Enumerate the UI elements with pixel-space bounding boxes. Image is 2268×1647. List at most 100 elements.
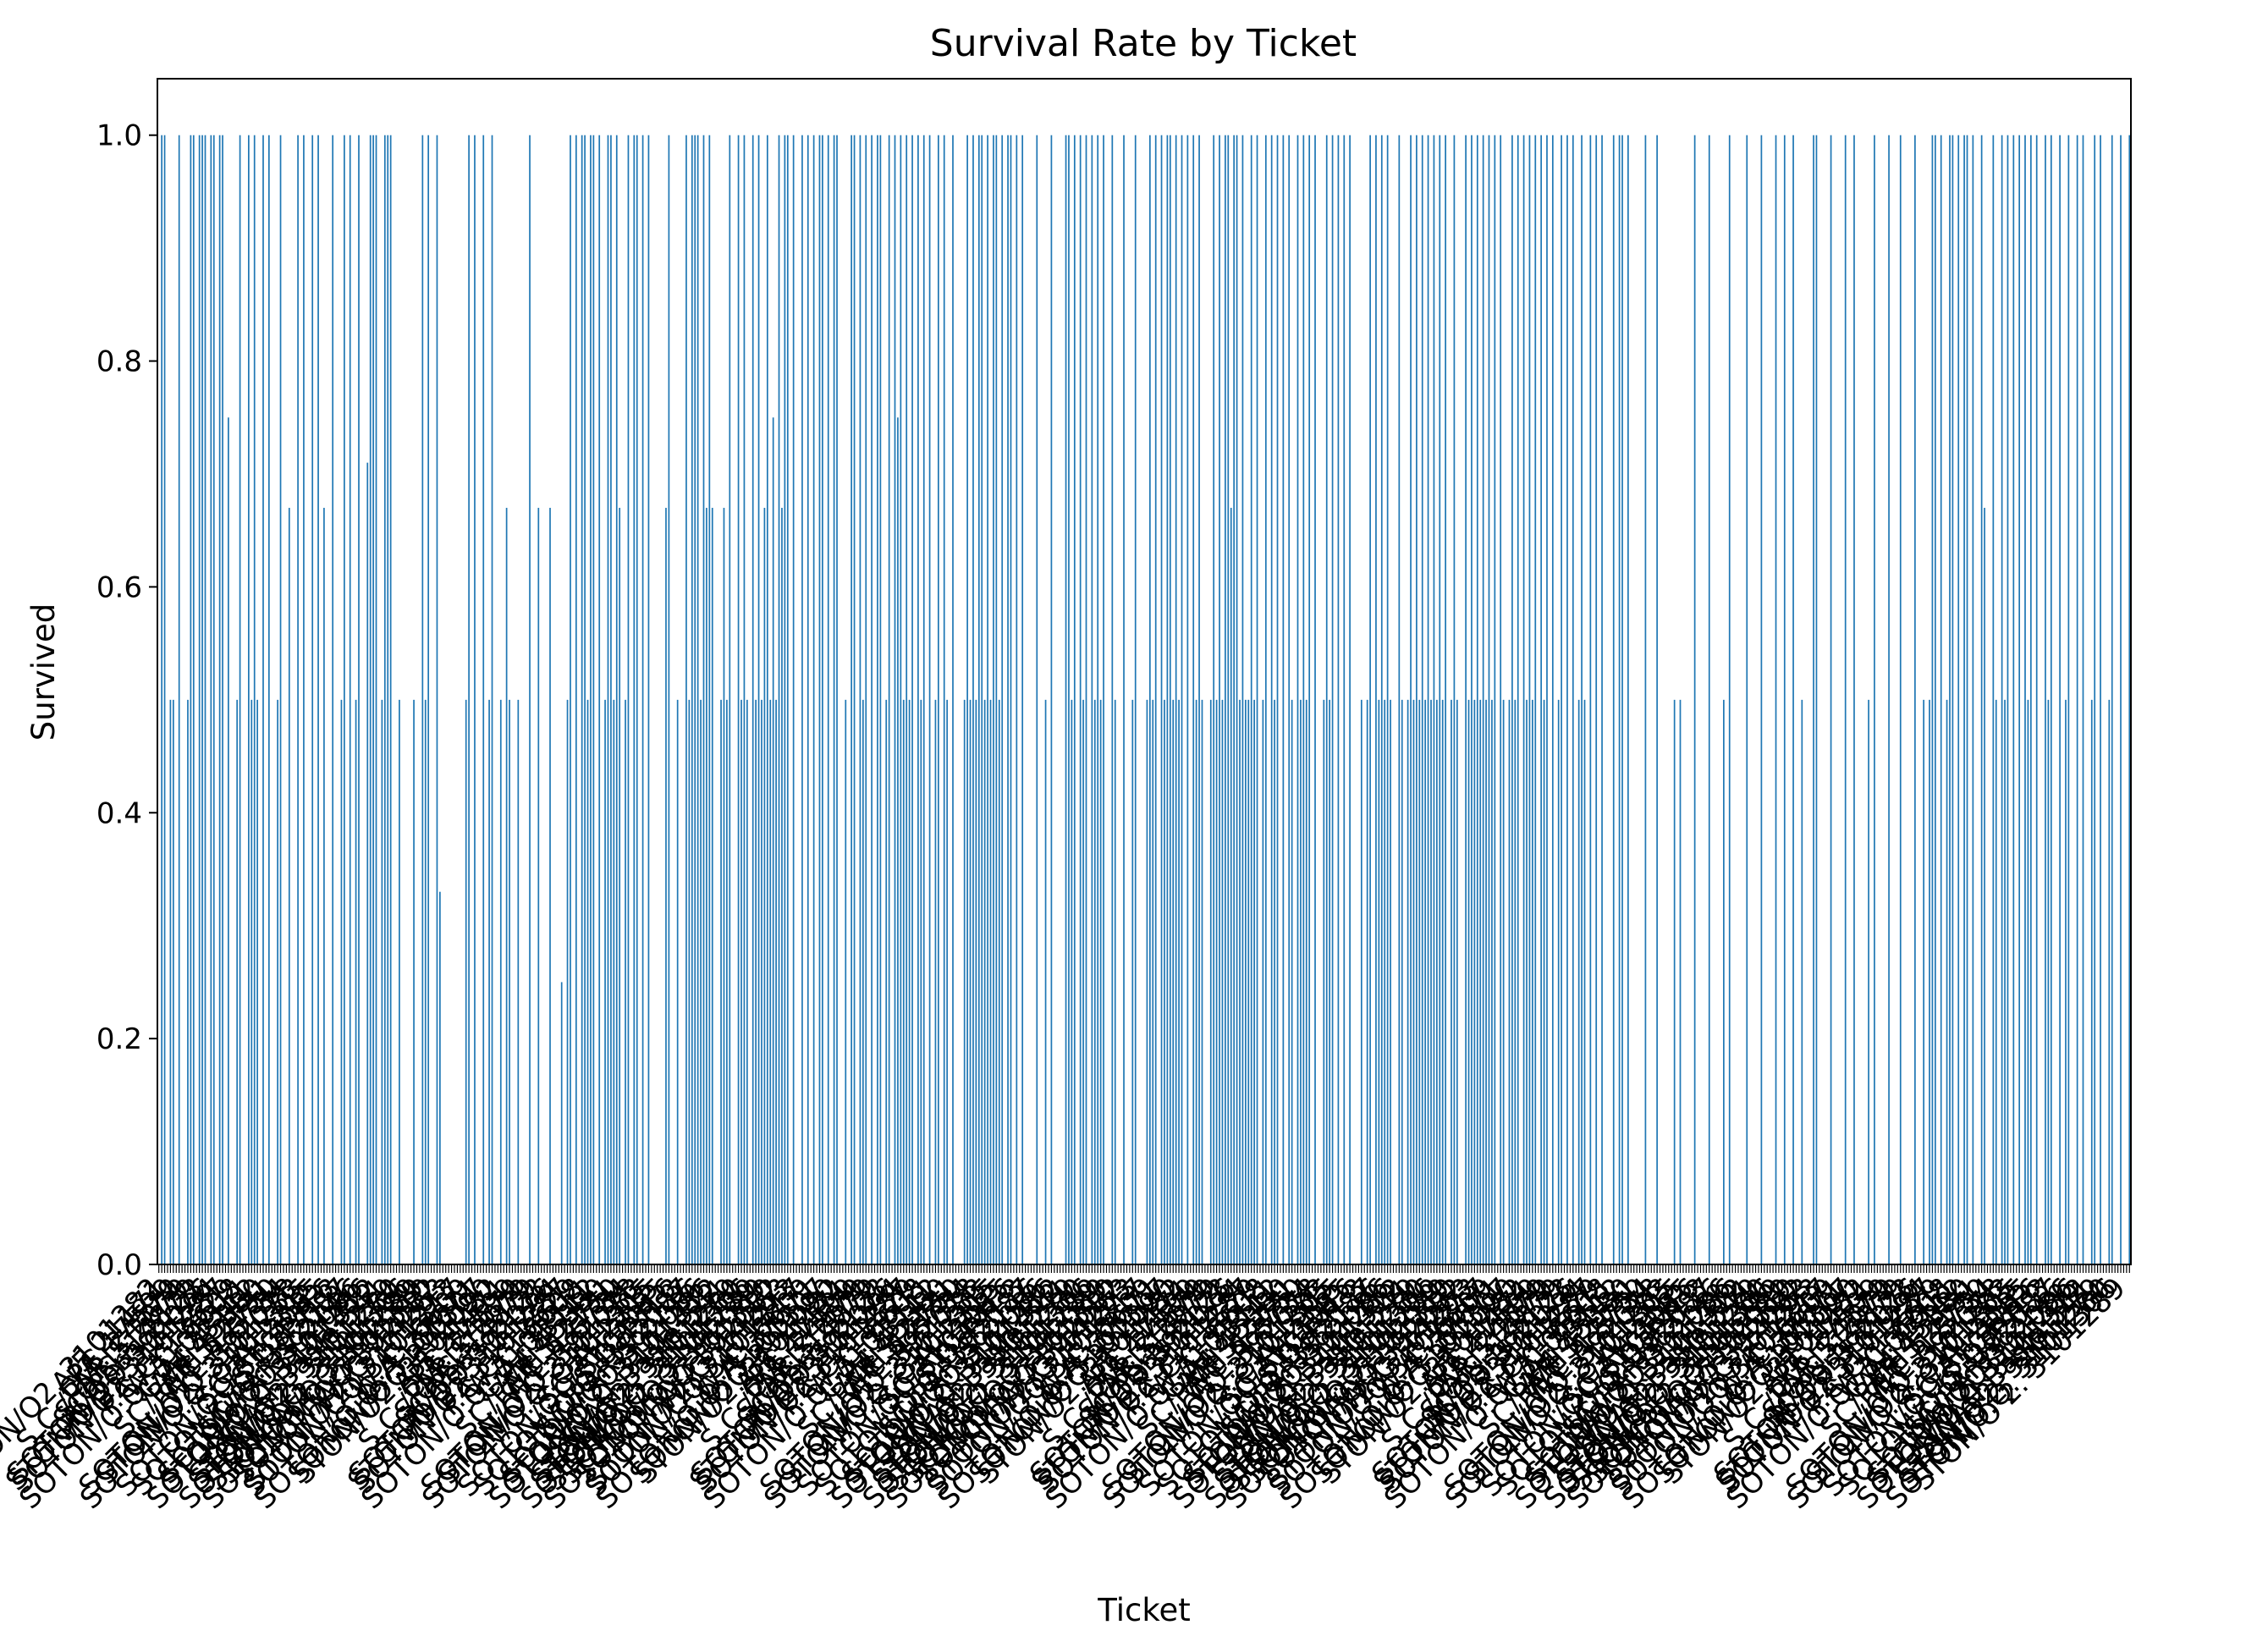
bar: [1543, 699, 1545, 1264]
bar: [228, 417, 229, 1264]
bar: [491, 135, 493, 1265]
bar: [1728, 135, 1731, 1265]
bar: [865, 135, 867, 1265]
bar: [1406, 699, 1409, 1264]
bar: [1583, 699, 1586, 1264]
bar: [1172, 699, 1175, 1264]
bar: [317, 135, 319, 1265]
bar: [366, 462, 369, 1264]
bar: [218, 135, 221, 1265]
bar: [1175, 135, 1177, 1265]
bar: [1256, 135, 1258, 1265]
bar: [1337, 135, 1340, 1265]
bar: [2100, 135, 2101, 1265]
bar: [1430, 699, 1432, 1264]
bar: [2067, 135, 2070, 1265]
bar: [303, 135, 305, 1265]
bar: [488, 699, 490, 1264]
bar: [1325, 135, 1328, 1265]
bar: [1230, 508, 1232, 1264]
bar: [1679, 699, 1682, 1264]
bar: [1412, 699, 1415, 1264]
bar: [998, 699, 1000, 1264]
y-tick-label: 0.6: [96, 570, 142, 604]
bar: [1471, 135, 1473, 1265]
bar: [1995, 699, 1997, 1264]
bar: [1473, 699, 1476, 1264]
bar: [702, 135, 705, 1265]
bar: [1093, 699, 1096, 1264]
bar: [2111, 135, 2113, 1265]
bar: [1305, 699, 1307, 1264]
bar: [1241, 135, 1244, 1265]
bar: [1963, 135, 1965, 1265]
bar: [2007, 135, 2009, 1265]
bar: [598, 135, 601, 1265]
bar: [262, 135, 264, 1265]
bar: [1219, 135, 1220, 1265]
bar: [1166, 135, 1169, 1265]
bar: [1366, 699, 1368, 1264]
bar: [737, 135, 740, 1265]
bar: [389, 135, 392, 1265]
bar: [1511, 135, 1513, 1265]
bar: [1540, 135, 1542, 1265]
bar: [1148, 135, 1151, 1265]
bar: [592, 135, 595, 1265]
bar: [1940, 135, 1942, 1265]
bar: [1427, 135, 1429, 1265]
bar: [1380, 135, 1383, 1265]
bar: [1021, 135, 1024, 1265]
bar: [1621, 135, 1623, 1265]
bar: [1221, 699, 1224, 1264]
bar: [723, 508, 725, 1264]
bar: [549, 508, 551, 1264]
bar: [581, 135, 583, 1265]
bar: [1186, 135, 1189, 1265]
bar: [323, 508, 325, 1264]
bar: [1508, 699, 1511, 1264]
bar: [1491, 699, 1493, 1264]
bar: [1375, 135, 1377, 1265]
bar: [1946, 699, 1948, 1264]
bar: [212, 135, 215, 1265]
bar: [1899, 135, 1902, 1265]
bar: [1914, 135, 1916, 1265]
bar: [375, 135, 377, 1265]
bars-layer: [161, 135, 2131, 1265]
bar: [1453, 135, 1456, 1265]
bar: [845, 699, 847, 1264]
bar: [1007, 135, 1009, 1265]
bar: [781, 508, 783, 1264]
bar: [1236, 135, 1238, 1265]
bar: [277, 699, 278, 1264]
bar: [1984, 508, 1985, 1264]
bar: [590, 135, 592, 1265]
bar: [850, 135, 852, 1265]
bar: [1957, 135, 1960, 1265]
bar: [906, 135, 908, 1265]
bar: [853, 135, 856, 1265]
bar: [1451, 699, 1452, 1264]
bar: [198, 135, 201, 1265]
bar: [2090, 699, 2093, 1264]
bar: [2001, 135, 2003, 1265]
bar: [877, 135, 878, 1265]
bar: [761, 699, 762, 1264]
bar: [163, 135, 166, 1265]
bar: [766, 135, 768, 1265]
bar: [806, 135, 809, 1265]
bar: [1783, 135, 1786, 1265]
bar: [1152, 699, 1154, 1264]
bar: [2076, 135, 2078, 1265]
bar: [757, 135, 760, 1265]
bar: [1247, 699, 1250, 1264]
y-axis-label: Survived: [25, 603, 62, 741]
bar: [615, 135, 618, 1265]
bar: [1091, 135, 1093, 1265]
bar: [1227, 135, 1230, 1265]
bar: [2012, 135, 2015, 1265]
bar: [2065, 699, 2067, 1264]
bar: [570, 135, 571, 1265]
